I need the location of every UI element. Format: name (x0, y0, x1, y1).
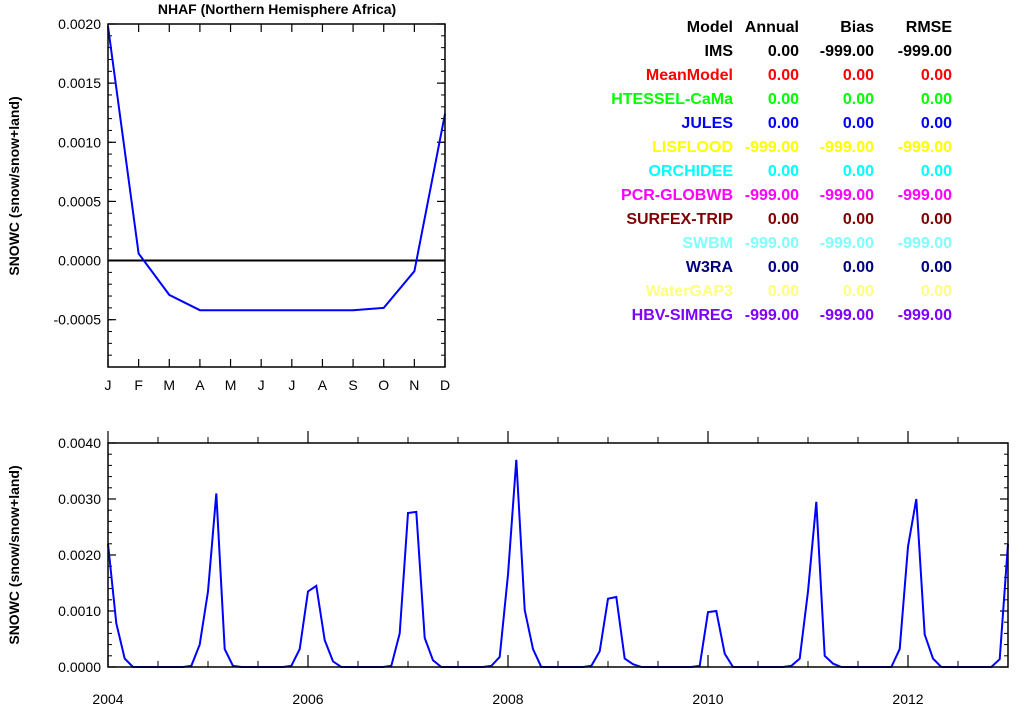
legend-name-cell: HTESSEL-CaMa (611, 91, 733, 108)
legend-rmse-cell: 0.00 (921, 211, 952, 228)
legend-name-cell: MeanModel (646, 67, 733, 84)
panel2-ytick-label: 0.0030 (58, 491, 101, 507)
legend-name-cell: ORCHIDEE (649, 163, 734, 180)
panel1-ytick-label: 0.0020 (58, 16, 101, 32)
panel1-xtick-label: A (195, 377, 205, 393)
legend-name-cell: IMS (705, 43, 734, 60)
monthly-climatology-panel: NHAF (Northern Hemisphere Africa) SNOWC … (6, 1, 450, 393)
legend-annual-cell: 0.00 (768, 67, 799, 84)
legend-bias-cell: 0.00 (843, 259, 874, 276)
legend-rmse-cell: 0.00 (921, 67, 952, 84)
legend-annual-cell: 0.00 (768, 115, 799, 132)
legend-annual-cell: 0.00 (768, 283, 799, 300)
panel1-xtick-label: M (163, 377, 175, 393)
legend-header-rmse: RMSE (906, 19, 953, 36)
legend-bias-cell: 0.00 (843, 67, 874, 84)
panel1-ylabel: SNOWC (snow/snow+land) (6, 96, 22, 275)
legend-name-cell: PCR-GLOBWB (621, 187, 733, 204)
panel1-xtick-label: N (409, 377, 419, 393)
legend-name-cell: SWBM (682, 235, 733, 252)
panel1-series-line (107, 26, 446, 312)
legend-name-cell: WaterGAP3 (646, 283, 734, 300)
legend-bias-cell: 0.00 (843, 211, 874, 228)
panel2-xtick-label: 2012 (892, 691, 923, 707)
legend-annual-cell: -999.00 (745, 235, 799, 252)
panel1-xtick-label: J (105, 377, 112, 393)
legend-name-cell: SURFEX-TRIP (626, 211, 733, 228)
legend-header-bias: Bias (840, 19, 874, 36)
panel1-ytick-label: -0.0005 (54, 312, 102, 328)
panel2-ytick-label: 0.0040 (58, 435, 101, 451)
legend-bias-cell: -999.00 (820, 307, 874, 324)
legend-name-cell: W3RA (686, 259, 734, 276)
panel2-xtick-label: 2006 (292, 691, 323, 707)
legend-header-annual: Annual (745, 19, 799, 36)
panel2-ylabel: SNOWC (snow/snow+land) (6, 465, 22, 644)
legend-bias-cell: -999.00 (820, 139, 874, 156)
legend-bias-cell: 0.00 (843, 163, 874, 180)
panel1-xtick-label: M (225, 377, 237, 393)
panel2-xtick-label: 2010 (692, 691, 723, 707)
legend-name-cell: HBV-SIMREG (632, 307, 733, 324)
panel1-xtick-label: J (288, 377, 295, 393)
panel1-ytick-label: 0.0010 (58, 134, 101, 150)
panel2-series-line (107, 459, 1009, 668)
panel1-xtick-label: A (318, 377, 328, 393)
legend-rmse-cell: 0.00 (921, 283, 952, 300)
legend-annual-cell: 0.00 (768, 91, 799, 108)
legend-rmse-cell: -999.00 (898, 235, 952, 252)
legend-annual-cell: -999.00 (745, 187, 799, 204)
legend-annual-cell: 0.00 (768, 211, 799, 228)
panel1-xtick-label: F (134, 377, 143, 393)
legend-bias-cell: 0.00 (843, 91, 874, 108)
legend-header-model: Model (687, 19, 733, 36)
panel1-ytick-label: 0.0005 (58, 193, 101, 209)
legend-rmse-cell: 0.00 (921, 91, 952, 108)
panel1-ytick-label: 0.0000 (58, 253, 101, 269)
panel1-frame (107, 23, 446, 368)
statistics-legend: Model Annual Bias RMSE IMS 0.00 -999.00 -99… (611, 19, 952, 324)
legend-bias-cell: 0.00 (843, 115, 874, 132)
legend-annual-cell: -999.00 (745, 139, 799, 156)
legend-rmse-cell: -999.00 (898, 307, 952, 324)
panel1-xtick-label: S (348, 377, 357, 393)
panel1-title: NHAF (Northern Hemisphere Africa) (158, 1, 396, 17)
legend-rmse-cell: 0.00 (921, 259, 952, 276)
panel1-xtick-label: D (440, 377, 450, 393)
panel1-xtick-label: J (258, 377, 265, 393)
legend-annual-cell: -999.00 (745, 307, 799, 324)
legend-bias-cell: -999.00 (820, 43, 874, 60)
legend-name-cell: LISFLOOD (652, 139, 733, 156)
legend-rmse-cell: 0.00 (921, 115, 952, 132)
legend-annual-cell: 0.00 (768, 43, 799, 60)
panel1-xtick-label: O (378, 377, 389, 393)
panel1-ytick-label: 0.0015 (58, 75, 101, 91)
panel2-frame (107, 442, 1009, 668)
legend-annual-cell: 0.00 (768, 259, 799, 276)
legend-rmse-cell: 0.00 (921, 163, 952, 180)
legend-bias-cell: -999.00 (820, 235, 874, 252)
panel2-xtick-label: 2004 (92, 691, 123, 707)
panel2-ytick-label: 0.0020 (58, 547, 101, 563)
legend-rmse-cell: -999.00 (898, 187, 952, 204)
legend-rmse-cell: -999.00 (898, 43, 952, 60)
monthly-timeseries-panel: SNOWC (snow/snow+land) 0.0040 0.0030 0.002… (6, 431, 1009, 707)
legend-bias-cell: -999.00 (820, 187, 874, 204)
panel2-xtick-label: 2008 (492, 691, 523, 707)
legend-name-cell: JULES (681, 115, 733, 132)
legend-bias-cell: 0.00 (843, 283, 874, 300)
panel2-ytick-label: 0.0010 (58, 603, 101, 619)
legend-annual-cell: 0.00 (768, 163, 799, 180)
panel2-ytick-label: 0.0000 (58, 659, 101, 675)
legend-rmse-cell: -999.00 (898, 139, 952, 156)
